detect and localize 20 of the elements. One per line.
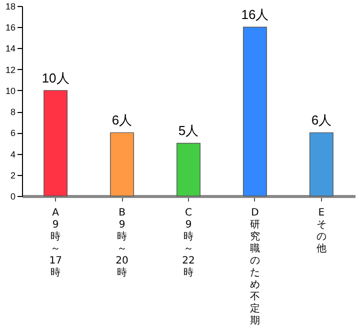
x-tick-label: C 9時～22時 (182, 208, 195, 278)
y-tick-label: 14 (5, 44, 16, 54)
y-tick-label: 16 (5, 22, 16, 33)
y-tick-label: 18 (5, 2, 16, 12)
y-tick-label: 4 (10, 149, 16, 160)
data-label: 5人 (178, 123, 199, 138)
data-label: 6人 (311, 112, 332, 128)
x-tick-label: B 9時～20時 (116, 208, 128, 278)
y-tick-label: 10 (5, 86, 16, 96)
y-tick-label: 8 (10, 107, 16, 118)
category-label: D 研究職のため不定期 (250, 208, 260, 326)
y-tick-label: 12 (5, 64, 16, 75)
data-label: 10人 (42, 70, 70, 86)
data-label: 6人 (112, 112, 132, 128)
x-tick-label: E その他 (316, 208, 326, 254)
y-tick-label: 2 (10, 170, 16, 180)
data-label: 16人 (241, 7, 269, 22)
x-tick-label: A 9時～17時 (49, 208, 62, 278)
y-tick-label: 0 (10, 192, 16, 202)
y-tick-label: 6 (10, 128, 16, 138)
